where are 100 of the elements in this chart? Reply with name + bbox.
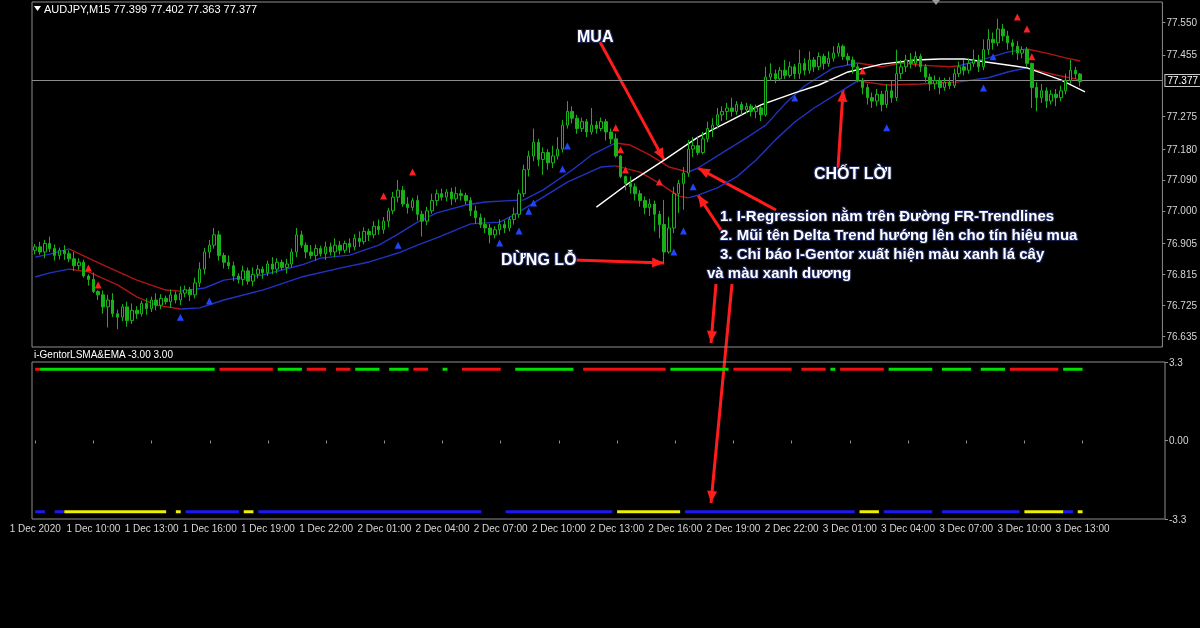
candlestick (1011, 38, 1014, 56)
point (176, 313, 184, 321)
candlestick (53, 243, 56, 262)
candlestick (532, 128, 535, 162)
candlestick (503, 219, 506, 234)
annotation: DỪNG LỖ (501, 251, 577, 269)
x-tick-label: 3 Dec 10:00 (997, 522, 1052, 534)
line-series (179, 142, 617, 292)
x-tick-label: 2 Dec 10:00 (531, 522, 587, 534)
y-tick-label: 0.00 (1169, 435, 1189, 446)
annotation: 1. I-Regression nằm trên Đường FR-Trendlines (720, 207, 1055, 225)
candlestick (798, 49, 801, 80)
x-tick-label: 2 Dec 07:00 (473, 522, 529, 534)
candlestick (982, 38, 985, 71)
x-tick-label: 3 Dec 13:00 (1055, 522, 1110, 534)
annotation: và màu xanh dương (707, 264, 852, 282)
point (617, 146, 625, 154)
point (525, 207, 533, 215)
candlestick (832, 45, 835, 63)
candlestick (324, 241, 327, 261)
x-tick-label: 2 Dec 19:00 (706, 522, 761, 534)
point (1023, 25, 1031, 33)
x-tick-label: 1 Dec 16:00 (182, 522, 238, 534)
line-series (179, 165, 617, 310)
point (409, 168, 417, 176)
x-tick-label: 1 Dec 13:00 (124, 522, 179, 534)
point (563, 142, 571, 150)
candlestick (266, 260, 269, 277)
line-series (958, 67, 1028, 83)
point (559, 165, 567, 173)
point (205, 297, 213, 305)
line-series (615, 142, 690, 173)
line-series (595, 58, 1086, 208)
candlestick (769, 62, 772, 82)
candlestick (382, 216, 385, 235)
x-tick-label: 1 Dec 2020 (9, 522, 62, 534)
candlestick (87, 273, 90, 287)
point (530, 199, 538, 207)
candlestick (682, 166, 685, 211)
y-tick-label: 77.090 (1166, 174, 1198, 186)
candlestick (116, 309, 119, 330)
point (84, 264, 92, 272)
candlestick (445, 188, 448, 202)
x-tick-label: 1 Dec 10:00 (66, 522, 121, 534)
candlestick (1040, 83, 1043, 104)
candlestick (740, 101, 743, 116)
x-tick-label: 2 Dec 22:00 (764, 522, 820, 534)
annotation: 3. Chỉ báo I-Gentor xuất hiện màu xanh lá cây (720, 245, 1045, 263)
annotation: 2. Mũi tên Delta Trend hướng lên cho tín hiệu mua (720, 226, 1078, 244)
y-tick-label: 77.000 (1166, 205, 1198, 217)
chart-title: i-GentorLSMA&EMA -3.00 3.00 (34, 348, 174, 360)
point (679, 227, 687, 235)
candlestick (295, 227, 298, 258)
ref-line-label: 77.377 (1167, 75, 1199, 87)
candlestick (653, 200, 656, 232)
point (394, 241, 402, 249)
annotation: MUA (577, 28, 614, 46)
candlestick (919, 53, 922, 73)
y-tick-label: 77.275 (1166, 111, 1198, 123)
y-tick-label: 76.725 (1166, 299, 1198, 311)
x-tick-label: 3 Dec 01:00 (822, 522, 878, 534)
annotation: CHỐT LỜI (814, 165, 892, 183)
candlestick (890, 80, 893, 104)
y-tick-label: 3.3 (1169, 356, 1184, 368)
point (858, 67, 866, 75)
x-tick-label: 3 Dec 07:00 (939, 522, 994, 534)
y-tick-label: 77.455 (1166, 49, 1198, 61)
line-series (68, 248, 182, 292)
point (655, 178, 663, 186)
candlestick (353, 233, 356, 251)
y-tick-label: 77.550 (1166, 16, 1198, 28)
candlestick (1069, 59, 1072, 85)
y-tick-label: -3.3 (1169, 513, 1187, 525)
x-tick-label: 1 Dec 22:00 (299, 522, 354, 534)
y-tick-label: 76.635 (1166, 330, 1198, 342)
y-tick-label: 76.905 (1166, 237, 1198, 249)
x-tick-label: 2 Dec 04:00 (415, 522, 470, 534)
x-tick-label: 3 Dec 04:00 (881, 522, 936, 534)
x-tick-label: 2 Dec 01:00 (357, 522, 412, 534)
line-series (1026, 48, 1081, 62)
y-tick-label: 76.815 (1166, 268, 1198, 280)
candlestick (590, 107, 593, 136)
candlestick (711, 117, 714, 138)
candlestick (145, 297, 148, 316)
candlestick (977, 54, 980, 73)
point (621, 166, 629, 174)
candlestick (174, 290, 177, 304)
candlestick (203, 247, 206, 275)
x-tick-label: 2 Dec 16:00 (648, 522, 703, 534)
y-tick-label: 77.180 (1166, 143, 1198, 155)
candlestick (561, 119, 564, 154)
point (979, 84, 987, 92)
candlestick (232, 261, 235, 282)
line-series (958, 48, 1028, 67)
x-tick-label: 1 Dec 19:00 (241, 522, 296, 534)
point (1013, 13, 1021, 21)
candlestick (861, 77, 864, 95)
candlestick (474, 205, 477, 225)
candlestick (803, 57, 806, 76)
candlestick (948, 76, 951, 90)
